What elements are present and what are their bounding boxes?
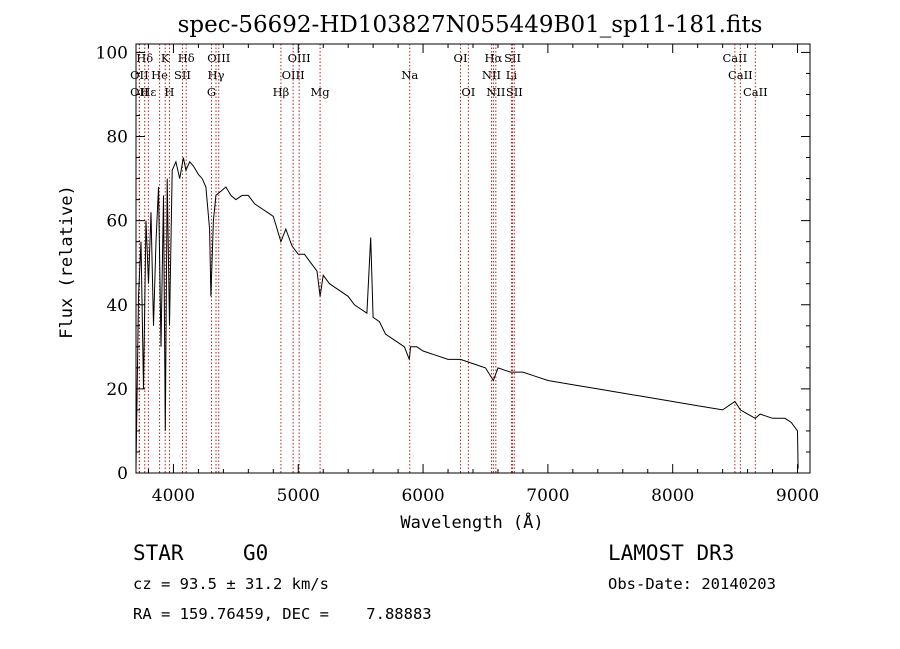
- marker-label-26: SII: [506, 85, 523, 99]
- x-tick-label-5: 9000: [776, 486, 819, 506]
- y-tick-label-5: 100: [96, 43, 128, 63]
- marker-label-7: SII: [504, 51, 521, 65]
- marker-label-10: He: [151, 68, 168, 82]
- marker-label-8: CaII: [722, 51, 747, 65]
- observation-date: Obs-Date: 20140203: [608, 575, 776, 593]
- x-axis-label: Wavelength (Å): [400, 511, 543, 533]
- plot-frame: [135, 43, 811, 474]
- marker-label-25: NII: [486, 85, 505, 99]
- marker-label-5: OI: [454, 51, 468, 65]
- x-tick-label-4: 8000: [651, 486, 694, 506]
- marker-label-12: Hγ: [208, 68, 225, 82]
- x-tick-label-2: 6000: [401, 486, 444, 506]
- marker-label-27: CaII: [743, 85, 768, 99]
- y-tick-label-0: 0: [117, 464, 128, 484]
- marker-label-23: Mg: [311, 85, 331, 99]
- spectrum-line-0: [135, 157, 799, 469]
- axes: 4000 5000 6000 7000 8000 9000 0 20 40 60 80 100: [96, 43, 820, 506]
- redshift-cz: cz = 93.5 ± 31.2 km/s: [133, 575, 329, 593]
- marker-label-21: G: [207, 85, 216, 99]
- chart-title: spec-56692-HD103827N055449B01_sp11-181.f…: [178, 12, 763, 38]
- marker-label-11: SII: [174, 68, 191, 82]
- marker-label-18: OII: [130, 85, 149, 99]
- marker-label-4: OIII: [288, 51, 311, 65]
- marker-label-24: OI: [461, 85, 475, 99]
- object-subclass: G0: [243, 541, 268, 565]
- y-tick-label-4: 80: [106, 128, 128, 148]
- marker-label-22: Hβ: [273, 85, 290, 99]
- marker-label-13: OIII: [282, 68, 305, 82]
- ra-dec-coordinates: RA = 159.76459, DEC = 7.88883: [133, 605, 432, 623]
- plot-area: [135, 157, 799, 469]
- x-tick-label-3: 7000: [526, 486, 569, 506]
- survey-label: LAMOST DR3: [608, 541, 734, 565]
- y-tick-label-3: 60: [106, 212, 128, 232]
- marker-label-6: Hα: [484, 51, 502, 65]
- marker-label-15: NII: [482, 68, 501, 82]
- object-class: STAR: [133, 541, 184, 565]
- marker-label-2: Hδ: [178, 51, 195, 65]
- y-axis-label: Flux (relative): [57, 185, 77, 339]
- marker-label-20: H: [164, 85, 174, 99]
- marker-label-17: CaII: [728, 68, 753, 82]
- marker-label-1: K: [161, 51, 170, 65]
- marker-label-0: Hδ: [136, 51, 153, 65]
- x-tick-label-1: 5000: [277, 486, 320, 506]
- marker-label-19: Hε: [140, 85, 156, 99]
- marker-label-16: Li: [506, 68, 518, 82]
- y-tick-label-2: 40: [106, 296, 128, 316]
- y-tick-label-1: 20: [106, 380, 128, 400]
- marker-label-3: OIII: [207, 51, 230, 65]
- marker-label-9: OII: [130, 68, 149, 82]
- x-tick-label-0: 4000: [152, 486, 195, 506]
- spectrum-info: STAR G0 LAMOST DR3 cz = 93.5 ± 31.2 km/s…: [133, 541, 776, 623]
- marker-label-14: Na: [401, 68, 418, 82]
